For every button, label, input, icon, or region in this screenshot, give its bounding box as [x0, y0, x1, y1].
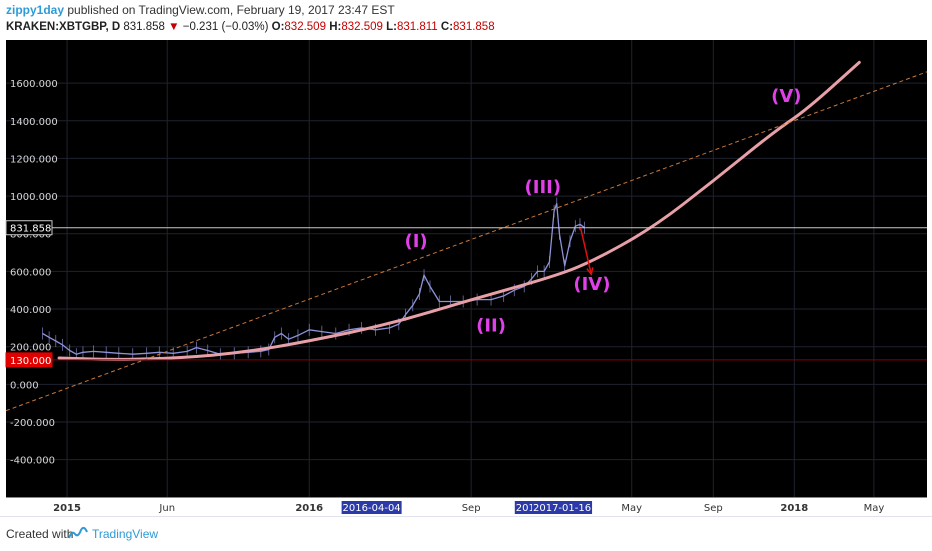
wave-label: (I) [404, 231, 427, 252]
price-badge-label: 831.858 [10, 224, 51, 235]
x-tick-label: 2016 [295, 503, 323, 514]
y-tick-label: 1400.000 [10, 117, 58, 128]
price-chart[interactable]: (I) (II) (III) (IV) (V) 1600.000 1400.000 1200… [0, 40, 932, 515]
last-price: 831.858 [123, 21, 165, 33]
y-tick-label: 1600.000 [10, 79, 58, 90]
publish-line: zippy1day published on TradingView.com, … [6, 3, 395, 17]
created-with-text: Created with [6, 527, 74, 541]
wave-labels: (I) (II) (III) (IV) (V) [404, 86, 801, 337]
chart-area[interactable]: (I) (II) (III) (IV) (V) 1600.000 1400.000 1200… [0, 40, 932, 515]
open-value: 832.509 [284, 21, 326, 33]
arrow-head-icon [586, 267, 594, 276]
open-label: O: [271, 21, 285, 33]
y-tick-label: 1200.000 [10, 154, 58, 165]
tradingview-brand-link[interactable]: TradingView [92, 527, 159, 541]
x-tick-label: Sep [462, 503, 481, 514]
chart-lines [5, 60, 928, 412]
date-badge-label: 2016-04-04 [343, 503, 401, 514]
y-tick-label: -400.000 [10, 456, 55, 467]
close-value: 831.858 [453, 21, 495, 33]
x-tick-label: Jun [158, 503, 175, 514]
y-axis[interactable]: 1600.0001400.0001200.0001000.000800.0006… [5, 79, 58, 467]
wave-label: (V) [771, 86, 801, 107]
tradingview-logo-icon[interactable] [68, 526, 88, 540]
x-tick-label: Sep [704, 503, 723, 514]
chart-header: zippy1day published on TradingView.com, … [0, 0, 932, 40]
high-label: H: [329, 21, 342, 33]
y-tick-label: 0.000 [10, 380, 39, 391]
y-tick-label: 400.000 [10, 305, 51, 316]
wave-label: (II) [476, 316, 506, 337]
published-text: published on TradingView.com, February 1… [67, 3, 395, 17]
price-badge-label: 130.000 [10, 356, 51, 367]
wave-label: (III) [525, 177, 562, 198]
price-change: −0.231 (−0.03%) [182, 21, 269, 33]
x-tick-label: 2015 [53, 503, 81, 514]
projection-arrow [579, 227, 592, 275]
plot-background[interactable] [6, 40, 927, 497]
high-value: 832.509 [341, 21, 383, 33]
y-tick-label: 600.000 [10, 267, 51, 278]
symbol-line: KRAKEN:XBTGBP, D 831.858 ▼ −0.231 (−0.03… [6, 21, 495, 33]
low-value: 831.811 [396, 21, 438, 33]
symbol-label[interactable]: KRAKEN:XBTGBP, D [6, 21, 121, 33]
x-tick-label: 2018 [780, 503, 808, 514]
down-triangle-icon: ▼ [168, 21, 180, 33]
close-label: C: [440, 21, 454, 33]
x-axis[interactable]: 2015 Jun 2016 Sep May Sep 2018 May 2016-04-04 201… [6, 497, 927, 515]
x-tick-label: May [864, 503, 885, 514]
x-tick-label: May [621, 503, 642, 514]
y-tick-label: 1000.000 [10, 192, 58, 203]
date-badge-label: 2017-01-16 [533, 503, 591, 514]
wave-label: (IV) [573, 274, 610, 295]
last-price-badge [5, 220, 53, 236]
y-tick-label: 200.000 [10, 343, 51, 354]
parabolic-curve [57, 60, 861, 361]
low-label: L: [386, 21, 397, 33]
date-badge [532, 501, 593, 514]
author-link[interactable]: zippy1day [6, 3, 65, 17]
y-tick-label: -200.000 [10, 418, 55, 429]
dashed-trendline [5, 71, 928, 412]
footer: Created with TradingView [0, 516, 932, 551]
date-badge [341, 501, 402, 514]
support-price-badge [5, 352, 53, 368]
